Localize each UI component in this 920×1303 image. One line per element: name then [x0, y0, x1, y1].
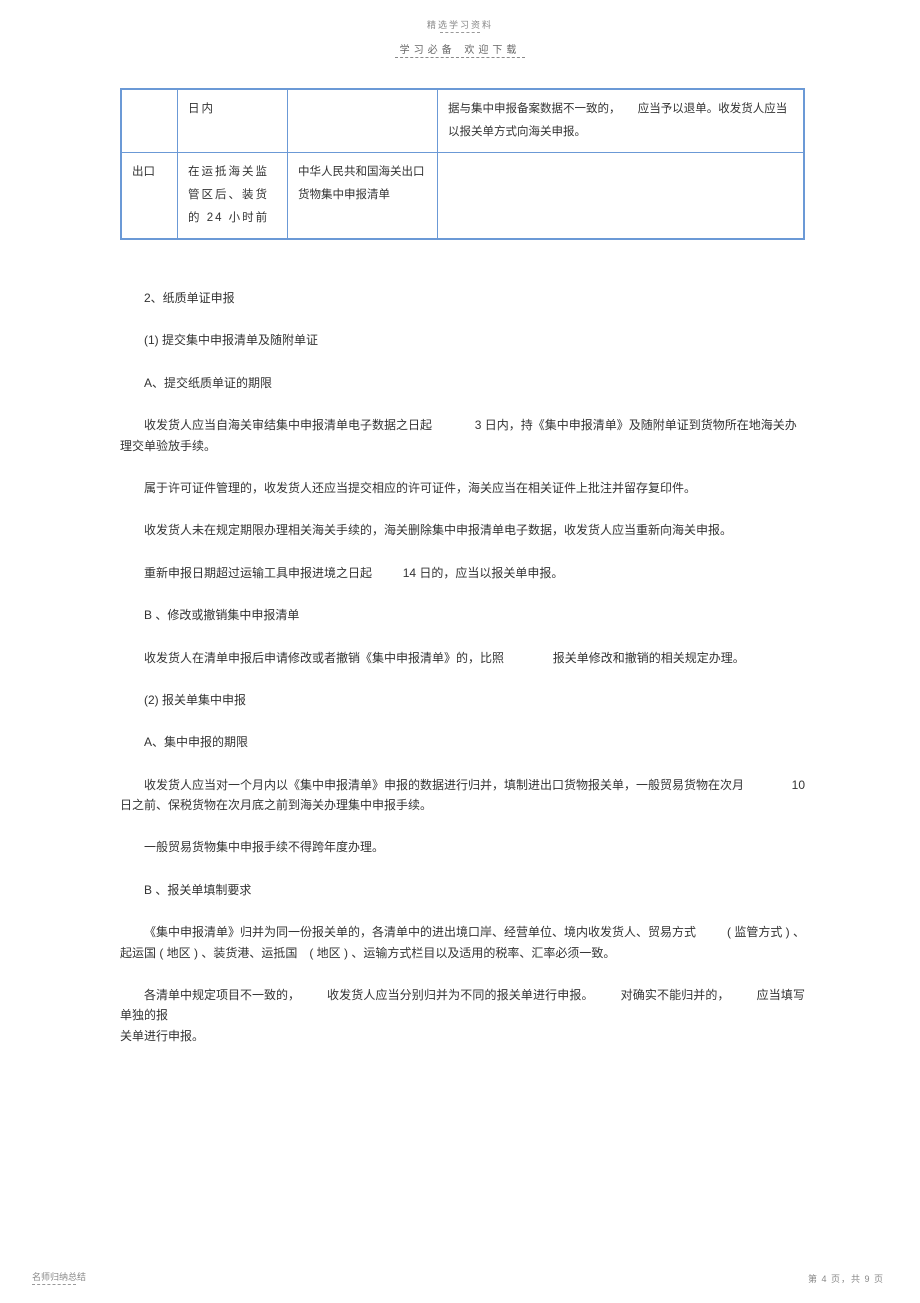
para-3: A、提交纸质单证的期限	[120, 373, 805, 393]
para-9: 收发货人在清单申报后申请修改或者撤销《集中申报清单》的，比照 报关单修改和撤销的…	[120, 648, 805, 668]
cell-r2c4	[437, 152, 803, 238]
para-7b: 14 日的，应当以报关单申报。	[403, 566, 564, 580]
para-2: (1) 提交集中申报清单及随附单证	[120, 330, 805, 350]
table-row: 出口 在运抵海关监管区后、装货的 24 小时前 中华人民共和国海关出口货物集中申…	[122, 152, 803, 238]
para-15c: 起运国 ( 地区 ) 、装货港、运抵国 ( 地区 ) 、运输方式栏目以及适用的税…	[120, 946, 615, 960]
para-16e: 关单进行申报。	[120, 1029, 204, 1043]
footer-left-underline	[32, 1284, 76, 1285]
para-10: (2) 报关单集中申报	[120, 690, 805, 710]
header-sub-right: 欢迎下载	[464, 45, 520, 56]
header-sub-left: 学习必备	[400, 45, 456, 56]
cell-r1c4: 据与集中申报备案数据不一致的， 应当予以退单。收发货人应当以报关单方式向海关申报…	[437, 90, 803, 152]
para-7: 重新申报日期超过运输工具申报进境之日起 14 日的，应当以报关单申报。	[120, 563, 805, 583]
cell-r1c1	[122, 90, 177, 152]
cell-r1c3	[287, 90, 437, 152]
para-4c: 理交单验放手续。	[120, 439, 216, 453]
para-8: B 、修改或撤销集中申报清单	[120, 605, 805, 625]
declaration-table: 日内 据与集中申报备案数据不一致的， 应当予以退单。收发货人应当以报关单方式向海…	[120, 88, 805, 240]
para-16a: 各清单中规定项目不一致的，	[120, 985, 300, 1005]
para-7a: 重新申报日期超过运输工具申报进境之日起	[144, 566, 372, 580]
para-15b: ( 监管方式 ) 、	[727, 922, 805, 942]
table-row: 日内 据与集中申报备案数据不一致的， 应当予以退单。收发货人应当以报关单方式向海…	[122, 90, 803, 152]
para-15a: 《集中申报清单》归并为同一份报关单的，各清单中的进出境口岸、经营单位、境内收发货…	[120, 922, 696, 942]
para-12c: 日之前、保税货物在次月底之前到海关办理集中申报手续。	[120, 798, 432, 812]
para-4: 收发货人应当自海关审结集中申报清单电子数据之日起 3 日内，持《集中申报清单》及…	[120, 415, 805, 456]
para-16b: 收发货人应当分别归并为不同的报关单进行申报。	[327, 988, 594, 1002]
header-watermark-underline	[440, 32, 480, 33]
para-13: 一般贸易货物集中申报手续不得跨年度办理。	[120, 837, 805, 857]
para-16: 各清单中规定项目不一致的， 收发货人应当分别归并为不同的报关单进行申报。 对确实…	[120, 985, 805, 1046]
para-12: 收发货人应当对一个月内以《集中申报清单》申报的数据进行归并，填制进出口货物报关单…	[120, 775, 805, 816]
cell-r2c3: 中华人民共和国海关出口货物集中申报清单	[287, 152, 437, 238]
para-6: 收发货人未在规定期限办理相关海关手续的，海关删除集中申报清单电子数据，收发货人应…	[120, 520, 805, 540]
cell-r2c1: 出口	[122, 152, 177, 238]
para-16c: 对确实不能归并的，	[621, 988, 730, 1002]
footer-right: 第 4 页，共 9 页	[808, 1272, 884, 1285]
cell-r1c2: 日内	[177, 90, 287, 152]
para-12a: 收发货人应当对一个月内以《集中申报清单》申报的数据进行归并，填制进出口货物报关单…	[120, 775, 744, 795]
header-watermark-text: 精选学习资料	[427, 20, 493, 30]
para-5: 属于许可证件管理的，收发货人还应当提交相应的许可证件，海关应当在相关证件上批注并…	[120, 478, 805, 498]
para-14: B 、报关单填制要求	[120, 880, 805, 900]
cell-r2c2: 在运抵海关监管区后、装货的 24 小时前	[177, 152, 287, 238]
header-watermark: 精选学习资料	[0, 0, 920, 33]
footer-left-text: 名师归纳总结	[32, 1272, 86, 1282]
para-1: 2、纸质单证申报	[120, 288, 805, 308]
footer-left: 名师归纳总结	[32, 1270, 86, 1285]
page-content: 日内 据与集中申报备案数据不一致的， 应当予以退单。收发货人应当以报关单方式向海…	[0, 58, 920, 1046]
para-4b: 3 日内，持《集中申报清单》及随附单证到货物所在地海关办	[475, 418, 797, 432]
para-4a: 收发货人应当自海关审结集中申报清单电子数据之日起	[120, 415, 432, 435]
para-9b: 报关单修改和撤销的相关规定办理。	[553, 651, 745, 665]
para-12b: 10	[792, 775, 805, 795]
header-subtitle: 学习必备 欢迎下载	[0, 41, 920, 58]
para-11: A、集中申报的期限	[120, 732, 805, 752]
para-9a: 收发货人在清单申报后申请修改或者撤销《集中申报清单》的，比照	[144, 651, 504, 665]
para-15: 《集中申报清单》归并为同一份报关单的，各清单中的进出境口岸、经营单位、境内收发货…	[120, 922, 805, 963]
body-text: 2、纸质单证申报 (1) 提交集中申报清单及随附单证 A、提交纸质单证的期限 收…	[120, 288, 805, 1046]
